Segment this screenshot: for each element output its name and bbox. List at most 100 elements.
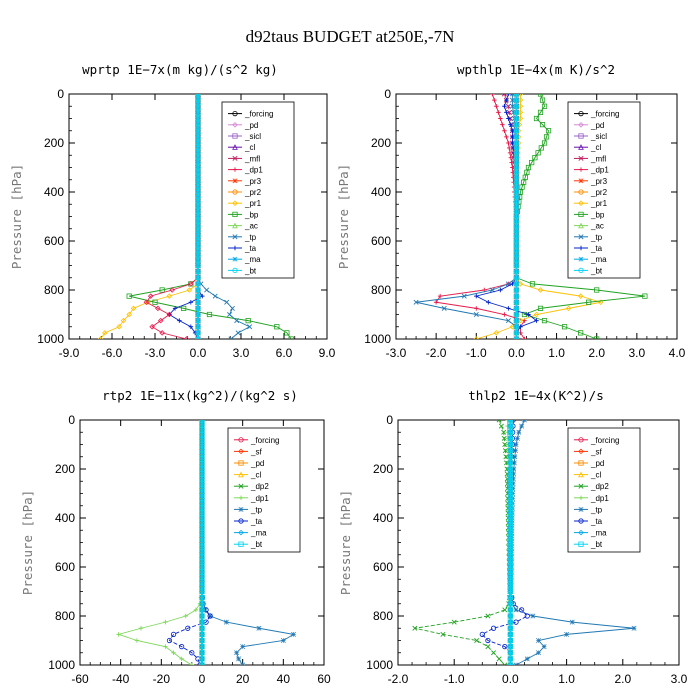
data-point — [199, 554, 205, 560]
y-tick-label: 1000 — [366, 658, 393, 672]
data-point — [539, 122, 546, 128]
data-point — [513, 305, 520, 311]
legend-label: _mfl — [590, 154, 606, 163]
y-tick-label: 1000 — [48, 658, 75, 672]
data-point — [195, 293, 201, 299]
data-point — [179, 644, 185, 650]
data-point — [513, 238, 520, 244]
legend-marker — [578, 529, 584, 536]
data-point — [507, 625, 514, 631]
data-point — [564, 631, 570, 637]
data-point — [126, 311, 132, 318]
legend-label: _tp — [244, 233, 257, 242]
legend-label: _forcing — [590, 436, 619, 445]
data-point — [195, 233, 201, 239]
series-line-dp2 — [414, 420, 511, 665]
data-point — [204, 287, 210, 293]
data-point — [526, 312, 531, 317]
legend-item-tp: _tp — [574, 505, 603, 514]
data-point — [513, 336, 520, 339]
data-point — [538, 145, 544, 151]
data-point — [507, 466, 514, 472]
legend-item-ac: _ac — [574, 222, 604, 231]
legend-label: _cl — [250, 471, 261, 480]
data-point — [513, 189, 520, 195]
legend-label: _pr1 — [590, 199, 608, 208]
data-point — [186, 287, 193, 293]
data-point — [240, 644, 246, 650]
data-point — [195, 204, 201, 210]
legend-item-dp2: _dp2 — [234, 482, 269, 491]
data-point — [507, 495, 514, 502]
series-dp2 — [412, 420, 513, 665]
data-point — [507, 535, 514, 541]
legend: _forcing _sf _pd _cl _dp2 _dp1 _tp _ta _ma _bt — [227, 427, 301, 553]
data-point — [498, 423, 504, 429]
data-point — [513, 160, 520, 166]
legend-item-ta: _ta — [234, 517, 263, 526]
data-point — [195, 194, 201, 200]
data-point — [227, 311, 233, 318]
data-point — [245, 318, 251, 324]
data-point — [525, 164, 532, 171]
data-point — [507, 420, 514, 423]
legend-item-tp: _tp — [574, 233, 603, 242]
data-point — [529, 159, 535, 166]
x-tick-label: -9.0 — [59, 346, 80, 360]
data-point — [507, 656, 514, 662]
data-point — [188, 281, 194, 287]
legend-label: _pr3 — [244, 177, 262, 186]
data-point — [189, 662, 195, 665]
data-point — [513, 174, 520, 180]
data-point — [195, 281, 201, 287]
data-point — [195, 269, 201, 275]
data-point — [543, 134, 550, 140]
legend-marker — [578, 133, 584, 139]
x-tick-label: -20 — [153, 672, 171, 686]
data-point — [195, 318, 201, 324]
legend-marker — [578, 483, 584, 489]
series-group — [413, 94, 648, 339]
data-point — [199, 549, 205, 555]
y-tick-label: 400 — [55, 511, 75, 525]
data-point — [507, 588, 514, 595]
data-point — [199, 559, 205, 565]
y-tick-label: 200 — [373, 462, 393, 476]
data-point — [537, 109, 544, 115]
series-bt — [199, 420, 205, 665]
data-point — [529, 281, 536, 287]
data-point — [541, 644, 547, 650]
data-point — [195, 150, 201, 156]
data-point — [500, 122, 505, 127]
legend-marker — [232, 211, 238, 217]
legend-marker — [238, 506, 244, 512]
data-point — [200, 293, 205, 299]
data-point — [513, 311, 520, 318]
data-point — [509, 160, 514, 165]
legend-label: _pd — [590, 459, 604, 468]
data-point — [199, 432, 205, 438]
data-point — [507, 505, 514, 511]
y-tick-label: 400 — [373, 511, 393, 525]
data-point — [507, 559, 514, 565]
x-tick-label: -3.0 — [386, 346, 407, 360]
data-point — [507, 662, 514, 665]
data-point — [169, 287, 175, 293]
data-point — [199, 490, 205, 497]
data-point — [199, 471, 205, 477]
data-point — [490, 94, 495, 97]
y-tick-label: 1000 — [364, 332, 391, 346]
data-point — [496, 656, 502, 662]
legend-marker — [578, 211, 584, 217]
data-point — [195, 135, 201, 141]
data-point — [519, 607, 525, 613]
data-point — [513, 194, 520, 200]
legend-marker — [238, 495, 244, 500]
legend-item-tp: _tp — [234, 505, 263, 514]
data-point — [507, 564, 514, 570]
data-point — [199, 422, 205, 428]
legend-marker — [578, 222, 584, 229]
data-point — [507, 150, 513, 155]
data-point — [507, 619, 514, 625]
data-point — [507, 429, 514, 435]
